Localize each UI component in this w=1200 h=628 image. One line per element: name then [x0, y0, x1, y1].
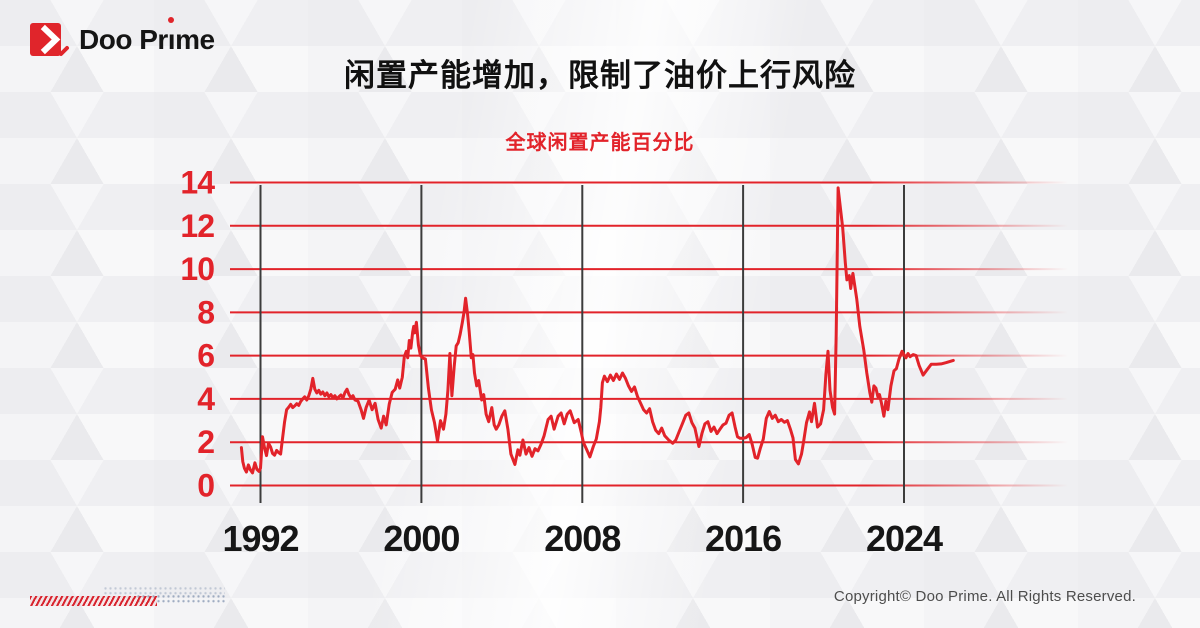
copyright-text: Copyright© Doo Prime. All Rights Reserve…	[833, 588, 1136, 605]
doo-prime-logo-text: Doo Prıme	[79, 20, 215, 60]
spare-capacity-series-line	[239, 186, 955, 475]
y-axis-tick-label-4: 4	[197, 381, 215, 417]
red-hatch-bar	[30, 596, 157, 606]
logo-text-pre: Doo Pr	[79, 24, 168, 55]
logo-letter-i-red-dot: ı	[168, 20, 176, 60]
y-axis-tick-label-12: 12	[180, 208, 214, 244]
x-axis-tick-label-2016: 2016	[705, 518, 781, 559]
doo-prime-logo: Doo Prıme	[30, 20, 215, 60]
x-axis-tick-label-2008: 2008	[544, 518, 620, 559]
y-axis-tick-label-8: 8	[197, 294, 214, 330]
dot-pattern-dark	[136, 594, 226, 603]
doo-prime-logo-icon	[30, 23, 69, 56]
y-axis-tick-label-2: 2	[197, 424, 214, 460]
y-axis-tick-label-0: 0	[197, 468, 214, 504]
logo-text-post: me	[175, 24, 215, 55]
y-axis-tick-label-10: 10	[180, 251, 214, 287]
x-axis-tick-label-2024: 2024	[866, 518, 943, 559]
chart-subtitle: 全球闲置产能百分比	[505, 132, 695, 154]
x-axis-tick-label-1992: 1992	[222, 518, 298, 559]
dot-pattern-light	[103, 586, 225, 595]
x-axis-tick-label-2000: 2000	[383, 518, 459, 559]
page-title: 闲置产能增加，限制了油价上行风险	[344, 58, 856, 93]
y-axis-tick-label-14: 14	[180, 165, 215, 201]
y-axis-tick-label-6: 6	[197, 338, 214, 374]
